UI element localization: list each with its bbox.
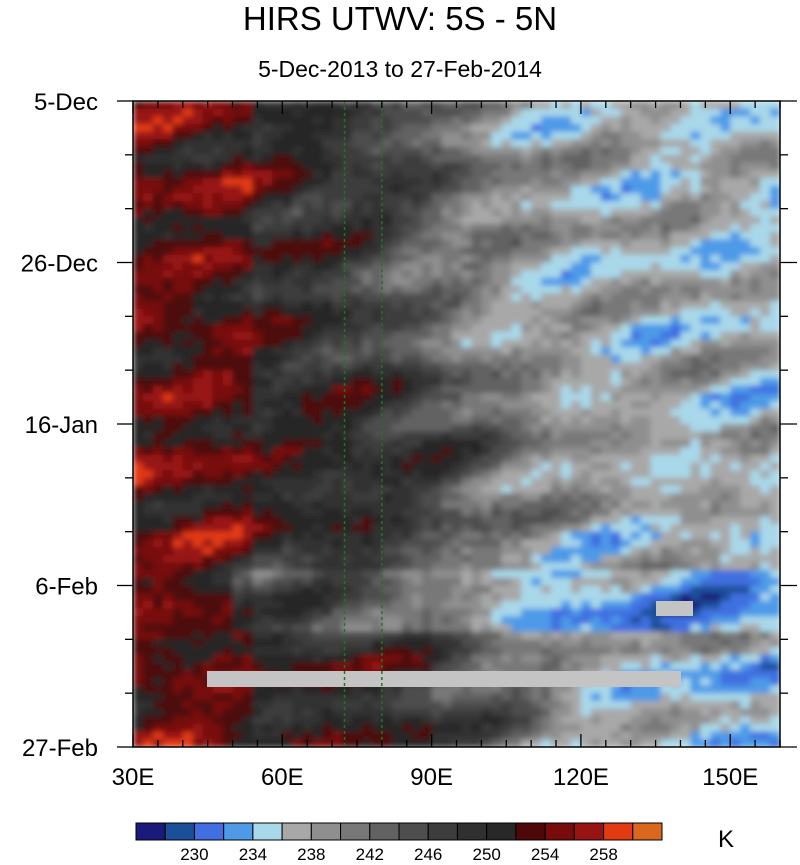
colorbar-swatch [136, 823, 165, 840]
colorbar-tick-label: 234 [239, 845, 267, 865]
colorbar-swatch [253, 823, 282, 840]
colorbar-swatch [545, 823, 574, 840]
colorbar-tick-label: 230 [180, 845, 208, 865]
missing-data-patch [656, 601, 693, 616]
y-tick-label: 6-Feb [35, 574, 98, 601]
colorbar-unit: K [718, 826, 734, 854]
y-tick-label: 16-Jan [25, 412, 98, 439]
colorbar-swatch [516, 823, 545, 840]
colorbar-tick-label: 246 [414, 845, 442, 865]
colorbar-swatch [604, 823, 633, 840]
y-tick-label: 27-Feb [22, 735, 98, 762]
colorbar-tick-label: 254 [531, 845, 559, 865]
colorbar-swatch [194, 823, 223, 840]
colorbar-tick-label: 258 [589, 845, 617, 865]
x-tick-label: 120E [553, 764, 609, 791]
contour-field [133, 101, 781, 748]
colorbar-tick-label: 242 [356, 845, 384, 865]
colorbar-swatch [311, 823, 340, 840]
y-tick-label: 5-Dec [34, 89, 98, 116]
colorbar-swatch [399, 823, 428, 840]
colorbar-swatch [224, 823, 253, 840]
colorbar-swatch [457, 823, 486, 840]
colorbar [136, 823, 662, 840]
missing-data-strip [207, 671, 681, 687]
x-tick-label: 60E [261, 764, 304, 791]
x-tick-label: 90E [410, 764, 453, 791]
colorbar-swatch [574, 823, 603, 840]
x-tick-label: 150E [702, 764, 758, 791]
colorbar-swatch [487, 823, 516, 840]
y-tick-label: 26-Dec [21, 251, 98, 278]
colorbar-swatch [428, 823, 457, 840]
colorbar-tick-label: 238 [297, 845, 325, 865]
colorbar-swatch [633, 823, 662, 840]
colorbar-swatch [165, 823, 194, 840]
x-tick-label: 30E [112, 764, 155, 791]
colorbar-tick-label: 250 [473, 845, 501, 865]
colorbar-swatch [282, 823, 311, 840]
colorbar-swatch [341, 823, 370, 840]
colorbar-swatch [370, 823, 399, 840]
